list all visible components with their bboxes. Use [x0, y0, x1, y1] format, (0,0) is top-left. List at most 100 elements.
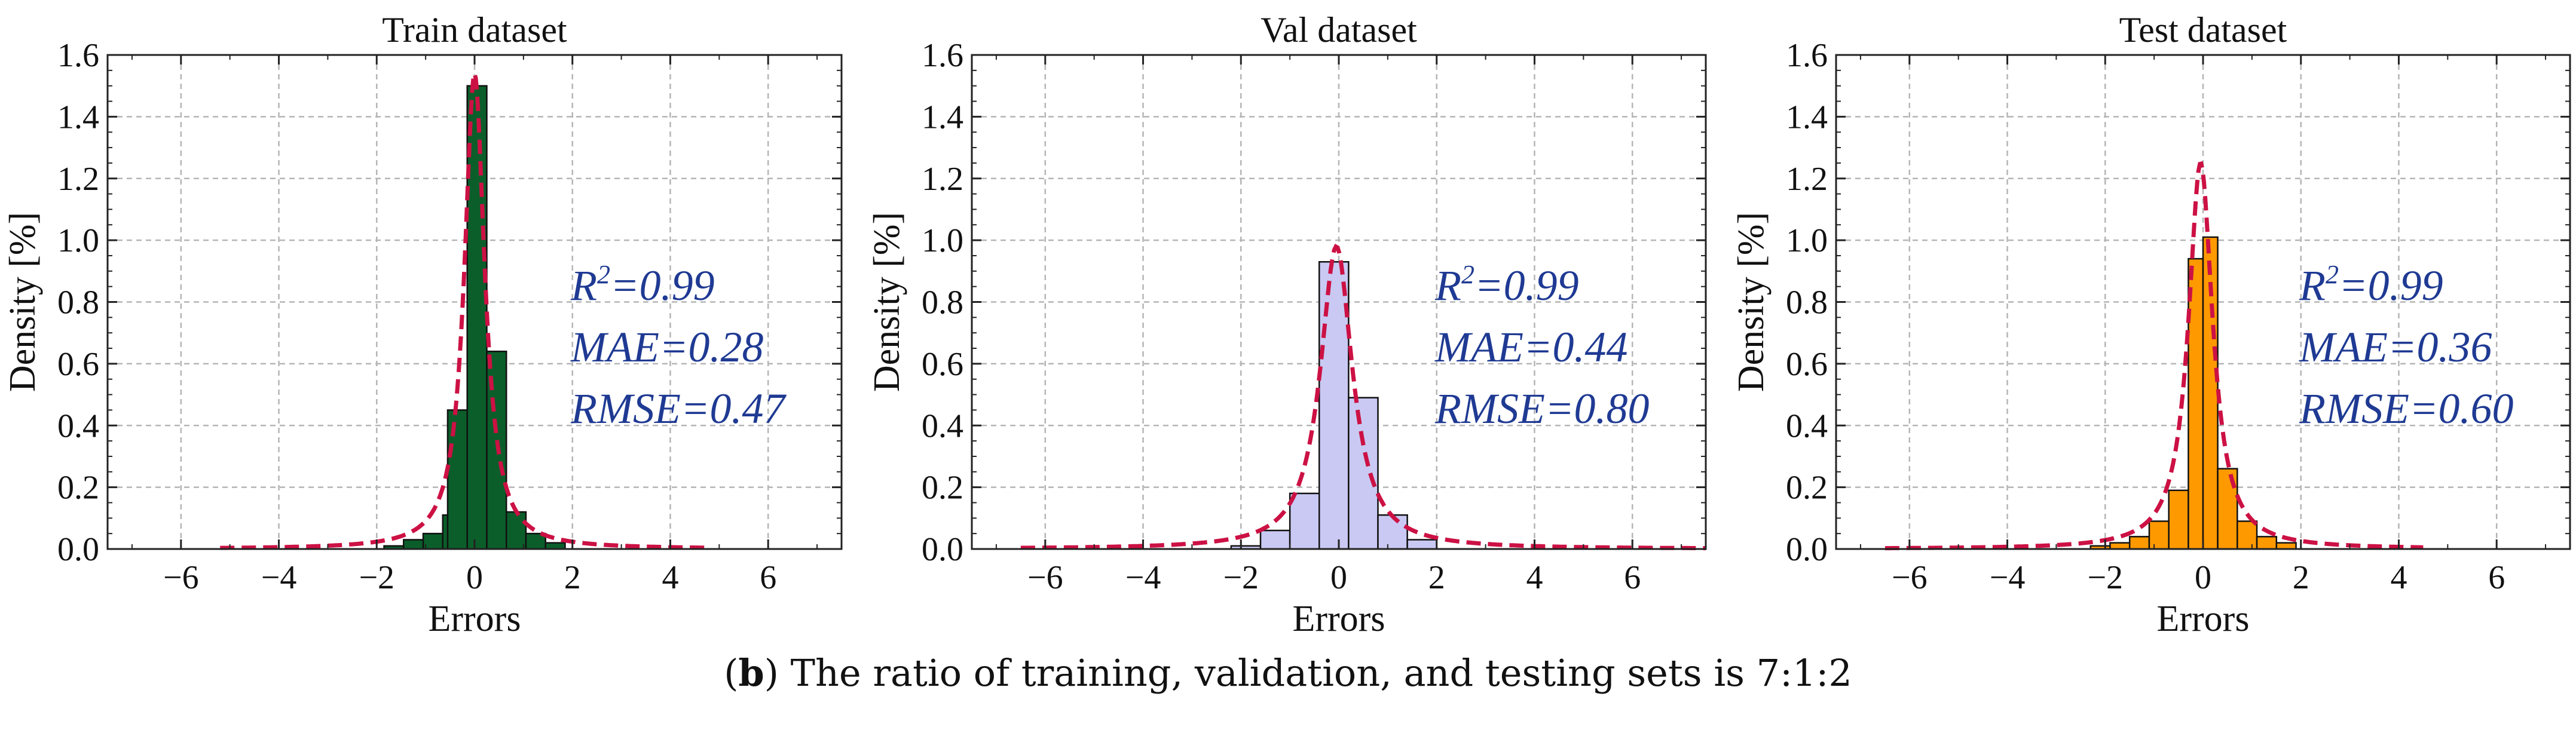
- y-tick-label: 0.0: [57, 531, 99, 568]
- y-tick-label: 0.6: [57, 346, 99, 383]
- x-tick-label: 0: [466, 559, 483, 596]
- y-tick-label: 0.8: [57, 284, 99, 321]
- histogram-bar: [2237, 520, 2258, 550]
- y-tick-label: 1.6: [922, 37, 963, 74]
- y-tick-label: 0.4: [1786, 407, 1828, 444]
- figure: 0.0 0.2 0.4 0.6 0.8 1.0 1.2 1.4 1.6 −6 −4 −2 0 2 4 6 Tra…: [2, 10, 2571, 639]
- histogram-bar: [2109, 542, 2131, 550]
- y-tick-label: 0.6: [1786, 346, 1828, 383]
- stat-r2-label: R: [570, 262, 597, 309]
- caption-letter: b: [738, 651, 764, 695]
- caption-text: The ratio of training, validation, and t…: [790, 651, 1852, 695]
- stat-r2: R2=0.99: [2299, 260, 2443, 309]
- stat-rmse: RMSE=0.60: [2299, 385, 2514, 433]
- y-tick-label: 1.4: [922, 99, 963, 136]
- histogram-bar: [1289, 492, 1320, 550]
- chart-panel-2: 0.0 0.2 0.4 0.6 0.8 1.0 1.2 1.4 1.6 −6 −4 −2 0 2 4 6 Val…: [867, 10, 1707, 639]
- histogram-bar: [403, 539, 424, 550]
- histogram-bar: [1348, 397, 1379, 550]
- density-curve: [1884, 161, 2424, 551]
- stat-r2-label: R: [1434, 262, 1461, 309]
- stat-r2-value: =0.99: [1474, 262, 1579, 309]
- stat-r2: R2=0.99: [1434, 260, 1579, 309]
- histogram-bar: [1259, 529, 1291, 550]
- y-tick-label: 0.0: [922, 531, 963, 568]
- density-curve: [1020, 243, 1706, 551]
- y-tick-label: 1.6: [57, 37, 99, 74]
- histogram-bar: [2275, 542, 2297, 550]
- y-tick-label: 0.2: [1786, 470, 1828, 507]
- stat-mae: MAE=0.36: [2299, 323, 2492, 371]
- x-axis-label: Errors: [429, 599, 521, 639]
- x-tick-label: 4: [2390, 559, 2407, 596]
- histogram-bar: [544, 542, 566, 550]
- histogram-bar: [466, 85, 488, 550]
- x-tick-label: 2: [1428, 559, 1445, 596]
- y-tick-label: 0.6: [922, 346, 963, 383]
- stat-r2-value: =0.99: [610, 262, 715, 309]
- stat-r2-superscript: 2: [1461, 260, 1474, 289]
- histogram-bar: [446, 409, 468, 550]
- histogram-bar: [2256, 536, 2278, 550]
- y-tick-label: 0.2: [57, 470, 99, 507]
- stat-r2-label: R: [2299, 262, 2326, 309]
- stat-r2-value: =0.99: [2339, 262, 2443, 309]
- x-tick-label: 0: [2195, 559, 2211, 596]
- x-tick-label: 4: [1526, 559, 1543, 596]
- histogram-bar: [505, 511, 527, 550]
- histogram-bar: [2148, 520, 2170, 550]
- y-tick-label: 0.8: [1786, 284, 1828, 321]
- x-tick-label: −4: [1990, 559, 2026, 596]
- stat-mae: MAE=0.28: [570, 323, 764, 371]
- histogram-bar: [2128, 536, 2150, 550]
- x-tick-label: 2: [2293, 559, 2309, 596]
- y-tick-label: 0.8: [922, 284, 963, 321]
- y-axis-label: Density [%]: [1731, 212, 1772, 392]
- x-tick-label: −2: [359, 559, 394, 596]
- chart-title: Train dataset: [382, 10, 567, 50]
- histogram-bar: [2188, 257, 2204, 550]
- x-tick-label: 4: [662, 559, 678, 596]
- y-tick-label: 1.0: [922, 222, 963, 259]
- histogram-bar: [1377, 514, 1408, 550]
- x-tick-label: −6: [1892, 559, 1928, 596]
- y-tick-label: 1.0: [57, 222, 99, 259]
- x-axis-label: Errors: [1293, 599, 1385, 639]
- x-tick-label: 2: [564, 559, 581, 596]
- stat-rmse: RMSE=0.80: [1434, 385, 1650, 433]
- y-tick-label: 1.0: [1786, 222, 1828, 259]
- stat-r2-superscript: 2: [2326, 260, 2339, 289]
- density-curve: [220, 73, 709, 550]
- stat-mae: MAE=0.44: [1434, 323, 1628, 371]
- y-axis-label: Density [%]: [867, 212, 907, 392]
- x-tick-label: 0: [1330, 559, 1347, 596]
- y-tick-label: 0.4: [57, 407, 99, 444]
- y-tick-label: 1.4: [1786, 99, 1828, 136]
- stat-r2: R2=0.99: [570, 260, 715, 309]
- y-axis-label: Density [%]: [2, 212, 43, 392]
- chart-panel-3: 0.0 0.2 0.4 0.6 0.8 1.0 1.2 1.4 1.6 −6 −4 −2 0 2 4 6 Tes…: [1731, 10, 2571, 639]
- histogram-bar: [525, 532, 546, 550]
- x-tick-label: −4: [261, 559, 297, 596]
- x-tick-label: 6: [760, 559, 776, 596]
- y-tick-label: 0.0: [1786, 531, 1828, 568]
- y-tick-label: 0.2: [922, 470, 963, 507]
- y-tick-label: 0.4: [922, 407, 963, 444]
- y-tick-label: 1.2: [922, 161, 963, 198]
- histogram-bar: [2168, 489, 2189, 550]
- x-axis-label: Errors: [2157, 599, 2250, 639]
- x-tick-label: 6: [2488, 559, 2505, 596]
- x-tick-label: −4: [1125, 559, 1161, 596]
- histogram-bar: [1406, 539, 1437, 550]
- x-tick-label: 6: [1624, 559, 1641, 596]
- x-tick-label: −2: [2087, 559, 2123, 596]
- y-tick-label: 1.4: [57, 99, 99, 136]
- chart-title: Val dataset: [1261, 10, 1417, 50]
- chart-title: Test dataset: [2119, 10, 2287, 50]
- x-tick-label: −6: [163, 559, 199, 596]
- figure-caption: (b) The ratio of training, validation, a…: [724, 651, 1852, 695]
- stat-rmse: RMSE=0.47: [570, 385, 787, 433]
- stat-r2-superscript: 2: [597, 260, 610, 289]
- y-tick-label: 1.2: [57, 161, 99, 198]
- x-tick-label: −6: [1027, 559, 1063, 596]
